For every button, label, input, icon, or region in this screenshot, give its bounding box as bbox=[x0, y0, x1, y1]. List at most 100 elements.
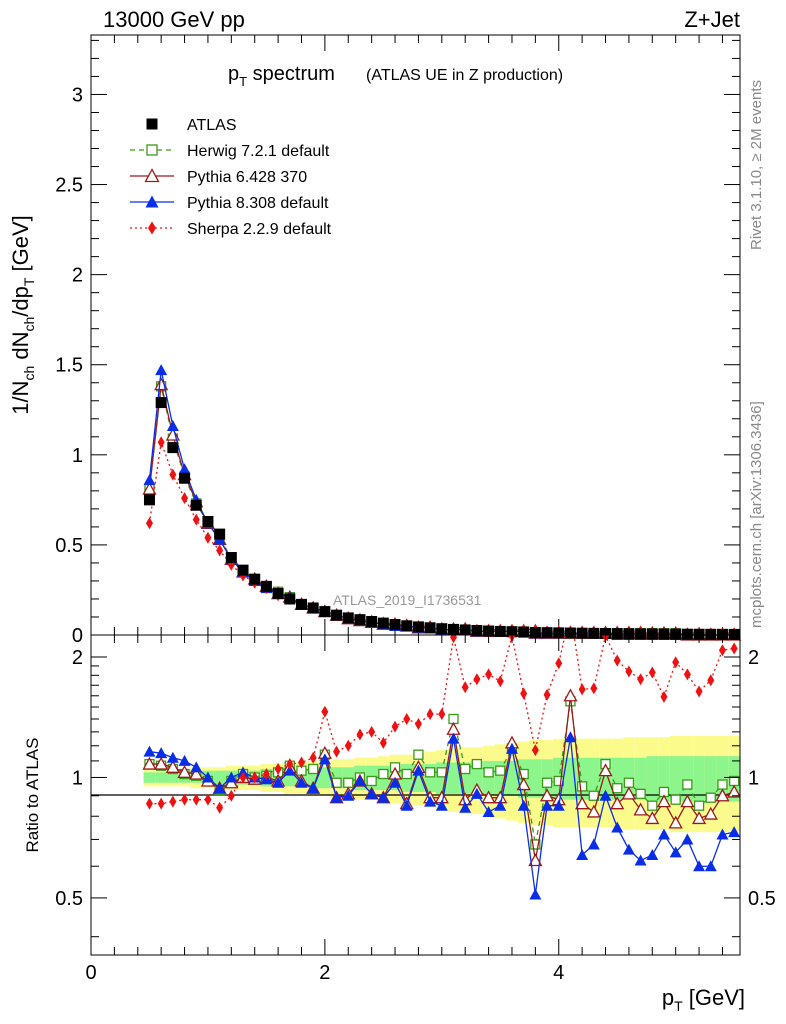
ratio-point bbox=[718, 644, 726, 657]
ratio-point bbox=[213, 782, 226, 794]
ratio-point bbox=[181, 793, 189, 806]
ratio-point bbox=[634, 854, 647, 866]
mcplots-label: mcplots.cern.ch [arXiv:1306.3436] bbox=[748, 401, 765, 628]
ratio-band-inner bbox=[716, 756, 729, 802]
main-point bbox=[190, 499, 202, 511]
ratio-point bbox=[637, 673, 645, 686]
ratio-band-inner bbox=[611, 757, 624, 800]
legend-entry-1: Herwig 7.2.1 default bbox=[130, 143, 330, 160]
ratio-band-inner bbox=[435, 762, 448, 794]
ratio-point bbox=[389, 776, 402, 788]
main-point bbox=[155, 364, 168, 376]
main-point bbox=[157, 436, 165, 449]
ratio-band-inner bbox=[587, 757, 600, 800]
main-point bbox=[169, 468, 177, 481]
ratio-point bbox=[693, 860, 706, 872]
ratio-point bbox=[446, 721, 461, 735]
ratio-point bbox=[424, 795, 437, 807]
main-point bbox=[178, 463, 191, 475]
main-point bbox=[216, 544, 224, 557]
main-point bbox=[181, 492, 189, 505]
ratio-point bbox=[516, 777, 531, 791]
ratio-point bbox=[681, 833, 694, 845]
ratio-band-inner bbox=[681, 756, 694, 802]
ratio-y-axis: 0.5 0.5 1 1 2 2 bbox=[55, 647, 776, 938]
main-y-tick-label: 2 bbox=[72, 265, 83, 287]
ratio-point bbox=[460, 763, 471, 775]
main-y-tick-label: 2.5 bbox=[55, 175, 83, 197]
main-point bbox=[377, 617, 389, 629]
ratio-point bbox=[621, 786, 637, 800]
legend-marker bbox=[145, 195, 159, 208]
main-point bbox=[204, 531, 212, 544]
x-tick-label: 0 bbox=[85, 962, 96, 984]
main-point bbox=[192, 513, 200, 526]
ratio-point bbox=[447, 732, 460, 744]
main-point bbox=[260, 580, 272, 592]
ratio-point bbox=[204, 793, 212, 806]
ratio-band-inner bbox=[459, 762, 472, 794]
main-y-axis-label: 1/Nch dNch/dpT [GeV] bbox=[8, 215, 37, 415]
ratio-point bbox=[564, 731, 577, 743]
main-point bbox=[143, 494, 155, 506]
main-point bbox=[623, 628, 635, 640]
ratio-point bbox=[610, 796, 625, 810]
ratio-point bbox=[567, 605, 574, 617]
ratio-point bbox=[366, 775, 377, 787]
ratio-point bbox=[657, 828, 670, 840]
ratio-point bbox=[703, 806, 718, 820]
main-series-group bbox=[142, 364, 742, 641]
ratio-band-inner bbox=[599, 757, 612, 800]
main-point bbox=[459, 624, 471, 636]
ratio-point bbox=[412, 764, 425, 776]
legend-marker bbox=[146, 144, 158, 156]
ratio-point bbox=[308, 763, 319, 775]
ratio-point bbox=[660, 690, 668, 703]
ratio-point bbox=[438, 708, 446, 721]
ratio-point bbox=[286, 758, 294, 771]
legend-entry-3: Pythia 8.308 default bbox=[130, 195, 329, 212]
ratio-point bbox=[353, 774, 366, 786]
main-point bbox=[166, 419, 179, 431]
ratio-point bbox=[297, 756, 305, 769]
ratio-point bbox=[227, 789, 235, 802]
ratio-band-inner bbox=[307, 767, 320, 789]
ratio-point bbox=[543, 688, 551, 701]
main-y-tick-label: 1.5 bbox=[55, 355, 83, 377]
ratio-point bbox=[342, 789, 355, 801]
ratio-series-group bbox=[142, 605, 740, 900]
ratio-band-inner bbox=[669, 756, 682, 802]
main-y-tick-label: 0.5 bbox=[55, 535, 83, 557]
main-point bbox=[307, 602, 319, 614]
main-point bbox=[214, 528, 226, 540]
legend-marker bbox=[144, 168, 160, 183]
legend-label: ATLAS bbox=[187, 117, 237, 134]
ratio-point bbox=[435, 799, 448, 811]
ratio-point bbox=[496, 675, 504, 688]
ratio-point bbox=[670, 794, 681, 805]
ratio-point bbox=[145, 797, 153, 810]
ratio-point bbox=[647, 800, 658, 811]
ratio-point bbox=[575, 796, 590, 810]
ratio-point bbox=[656, 794, 672, 808]
main-point bbox=[143, 474, 156, 486]
ratio-point bbox=[272, 776, 285, 788]
chart-subtitle: (ATLAS UE in Z production) bbox=[366, 67, 563, 84]
ratio-point bbox=[413, 749, 424, 760]
ratio-point bbox=[599, 789, 612, 801]
ratio-point bbox=[356, 728, 364, 741]
chart-title-sub: T bbox=[239, 74, 247, 89]
main-point bbox=[716, 628, 728, 640]
ratio-point bbox=[142, 756, 157, 770]
ratio-point bbox=[225, 771, 238, 783]
ratio-point bbox=[309, 751, 317, 764]
ratio-point bbox=[485, 668, 493, 681]
ratio-point bbox=[707, 674, 715, 687]
ratio-point bbox=[166, 751, 179, 763]
main-point bbox=[331, 609, 343, 621]
main-series-4 bbox=[145, 436, 738, 640]
ratio-point bbox=[165, 759, 180, 773]
x-tick-label: 2 bbox=[319, 962, 330, 984]
ratio-point bbox=[459, 801, 472, 813]
